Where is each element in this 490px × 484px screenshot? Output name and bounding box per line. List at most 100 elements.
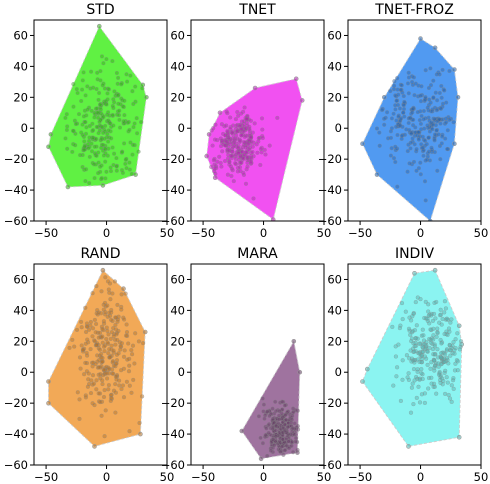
data-point — [74, 86, 79, 92]
data-point — [110, 145, 115, 150]
data-point — [85, 324, 90, 329]
axes-frame — [190, 263, 325, 466]
data-point — [435, 330, 440, 336]
data-point — [225, 110, 230, 116]
data-point — [432, 267, 438, 273]
data-point — [439, 341, 444, 346]
data-point — [116, 101, 121, 106]
data-point — [403, 309, 408, 314]
data-point — [110, 371, 116, 376]
data-point — [444, 347, 450, 352]
data-point — [426, 309, 431, 314]
data-point — [133, 172, 138, 177]
data-point — [451, 376, 456, 381]
data-point — [413, 81, 418, 86]
data-point — [411, 159, 417, 165]
data-point — [412, 142, 417, 147]
data-point — [445, 128, 450, 133]
data-point — [233, 116, 239, 122]
data-point — [116, 112, 122, 118]
data-point — [442, 299, 448, 304]
data-point — [101, 344, 107, 349]
data-point — [243, 126, 249, 131]
data-point — [93, 321, 99, 327]
data-point — [410, 136, 415, 141]
data-point — [79, 343, 84, 348]
data-point — [396, 114, 401, 119]
data-point — [434, 128, 439, 133]
data-point — [436, 372, 442, 377]
data-point — [247, 145, 253, 151]
data-point — [127, 160, 132, 165]
y-tick-label: 60 — [327, 28, 342, 42]
data-point — [115, 302, 120, 308]
data-point — [220, 131, 226, 137]
x-tick-label: −50 — [34, 470, 58, 484]
data-point — [231, 178, 236, 184]
data-point — [139, 394, 145, 399]
data-point — [97, 391, 103, 396]
y-tick-label: −60 — [4, 214, 28, 228]
data-point — [437, 377, 443, 383]
y-tick-label: −40 — [4, 427, 28, 441]
data-point — [405, 375, 410, 380]
data-point — [421, 147, 426, 153]
data-point — [82, 144, 87, 149]
data-point — [96, 335, 101, 340]
data-point — [274, 423, 279, 429]
data-point — [110, 359, 116, 364]
data-point — [100, 334, 105, 339]
data-point — [406, 326, 412, 331]
data-point — [103, 408, 108, 413]
data-point — [115, 337, 120, 343]
data-point — [74, 327, 80, 333]
data-point — [408, 146, 413, 151]
data-point — [127, 363, 132, 368]
data-point — [247, 128, 252, 133]
data-point — [102, 348, 107, 354]
data-point — [142, 329, 148, 335]
data-point — [432, 138, 437, 143]
data-point — [266, 422, 272, 427]
data-point — [381, 116, 387, 121]
y-tick-label: −40 — [4, 183, 28, 197]
data-point — [121, 119, 126, 124]
data-point — [415, 295, 420, 300]
data-point — [245, 164, 250, 169]
x-tick-label: −50 — [191, 470, 215, 484]
data-point — [65, 146, 70, 151]
data-point — [123, 333, 129, 338]
data-point — [140, 86, 145, 91]
y-tick-label: 20 — [13, 334, 28, 348]
data-point — [278, 426, 284, 432]
data-point — [391, 156, 397, 161]
data-point — [395, 122, 401, 127]
data-point — [115, 75, 121, 81]
data-point — [107, 290, 112, 295]
data-point — [96, 310, 101, 315]
data-point — [212, 166, 217, 171]
data-point — [424, 141, 429, 147]
data-point — [252, 121, 257, 126]
data-point — [414, 168, 419, 173]
y-tick-label: −60 — [318, 214, 342, 228]
data-point — [432, 384, 437, 389]
data-point — [270, 217, 276, 221]
data-point — [108, 336, 113, 342]
data-point — [99, 413, 104, 418]
data-point — [94, 124, 99, 130]
data-point — [105, 340, 110, 345]
data-point — [272, 443, 277, 448]
data-point — [133, 331, 138, 336]
data-point — [107, 347, 112, 352]
subplot-title: TNET — [238, 2, 276, 18]
data-point — [268, 448, 274, 453]
data-point — [237, 165, 243, 170]
data-point — [448, 347, 453, 353]
data-point — [267, 413, 272, 419]
data-point — [445, 146, 450, 152]
data-point — [120, 383, 126, 388]
data-point — [104, 56, 109, 62]
data-point — [138, 431, 143, 437]
data-point — [455, 359, 460, 364]
